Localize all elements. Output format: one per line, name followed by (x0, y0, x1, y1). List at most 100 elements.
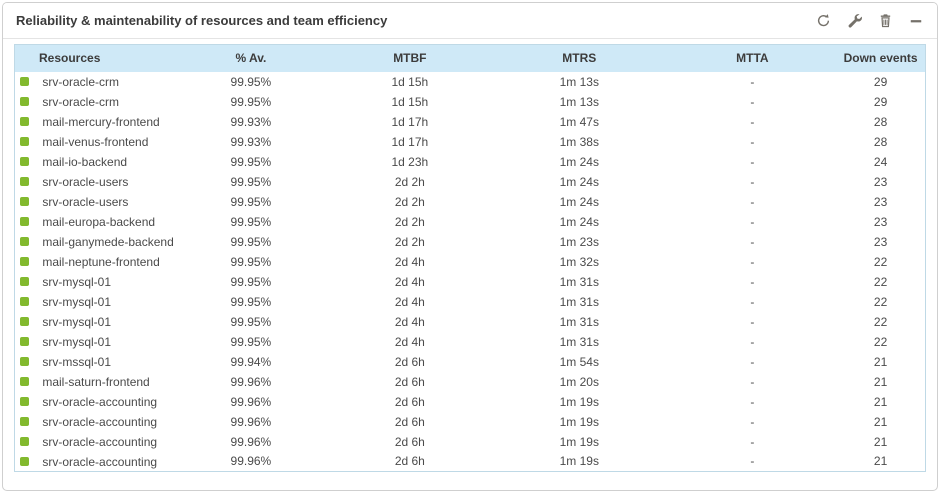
resource-name: mail-europa-backend (42, 214, 156, 229)
column-header-mtbf: MTBF (329, 44, 491, 72)
resource-name: srv-mssql-01 (42, 354, 112, 369)
resource-cell: srv-mysql-01 (15, 272, 173, 292)
table-header: Resources % Av. MTBF MTRS MTTA Down even… (14, 44, 926, 72)
resource-cell: srv-oracle-users (15, 192, 173, 212)
status-ok-icon (20, 236, 29, 246)
table-row: mail-europa-backend 99.95% 2d 2h 1m 24s … (15, 212, 926, 232)
availability-cell: 99.96% (230, 454, 272, 469)
resource-name: srv-oracle-users (42, 194, 129, 209)
mtrs-cell: 1m 31s (559, 314, 599, 329)
mtta-cell: - (750, 214, 755, 229)
table-row: mail-neptune-frontend 99.95% 2d 4h 1m 32… (15, 252, 926, 272)
mtrs-cell: 1m 19s (559, 394, 599, 409)
resource-cell: mail-europa-backend (15, 212, 173, 232)
down-events-cell: 21 (873, 454, 888, 469)
mtbf-cell: 2d 4h (394, 254, 425, 269)
mtbf-cell: 2d 6h (394, 414, 425, 429)
table-row: srv-oracle-accounting 99.96% 2d 6h 1m 19… (15, 452, 926, 472)
down-events-cell: 22 (873, 314, 888, 329)
resource-name: srv-oracle-accounting (42, 414, 158, 429)
down-events-cell: 21 (873, 394, 888, 409)
table-row: srv-oracle-crm 99.95% 1d 15h 1m 13s - 29 (15, 72, 926, 92)
resource-cell: srv-oracle-users (15, 172, 173, 192)
mtbf-cell: 2d 6h (394, 374, 425, 389)
mtta-cell: - (750, 174, 755, 189)
table-row: srv-mysql-01 99.95% 2d 4h 1m 31s - 22 (15, 272, 926, 292)
resource-cell: srv-oracle-accounting (15, 452, 173, 472)
refresh-icon[interactable] (815, 13, 831, 29)
widget-body: Resources % Av. MTBF MTRS MTTA Down even… (3, 39, 937, 472)
mtta-cell: - (750, 274, 755, 289)
mtta-cell: - (750, 114, 755, 129)
resource-name: srv-oracle-accounting (42, 434, 158, 449)
availability-cell: 99.96% (230, 414, 272, 429)
trash-icon[interactable] (877, 13, 893, 29)
down-events-cell: 23 (873, 174, 888, 189)
mtrs-cell: 1m 32s (559, 254, 599, 269)
down-events-cell: 23 (873, 234, 888, 249)
column-header-resources: Resources (14, 44, 173, 72)
mtbf-cell: 1d 17h (391, 114, 429, 129)
mtrs-cell: 1m 31s (559, 294, 599, 309)
mtta-cell: - (750, 94, 755, 109)
resource-name: mail-mercury-frontend (42, 114, 160, 129)
mtrs-cell: 1m 19s (559, 414, 599, 429)
mtbf-cell: 1d 15h (391, 94, 429, 109)
resource-name: srv-mysql-01 (42, 294, 112, 309)
widget-header: Reliability & maintenability of resource… (3, 3, 937, 39)
mtrs-cell: 1m 19s (559, 434, 599, 449)
mtbf-cell: 2d 2h (394, 174, 425, 189)
status-ok-icon (20, 96, 29, 106)
down-events-cell: 22 (873, 334, 888, 349)
resource-name: mail-neptune-frontend (42, 254, 160, 269)
status-ok-icon (20, 176, 29, 186)
table-row: srv-mysql-01 99.95% 2d 4h 1m 31s - 22 (15, 292, 926, 312)
wrench-icon[interactable] (846, 13, 862, 29)
availability-cell: 99.95% (230, 254, 272, 269)
resource-name: mail-ganymede-backend (42, 234, 174, 249)
mtta-cell: - (750, 294, 755, 309)
mtrs-cell: 1m 19s (559, 454, 599, 469)
mtbf-cell: 2d 6h (394, 394, 425, 409)
mtta-cell: - (750, 314, 755, 329)
mtbf-cell: 2d 4h (394, 274, 425, 289)
status-ok-icon (20, 376, 29, 386)
availability-cell: 99.96% (230, 374, 272, 389)
mtta-cell: - (750, 154, 755, 169)
minimize-icon[interactable] (908, 13, 924, 29)
availability-cell: 99.96% (230, 394, 272, 409)
resource-cell: srv-oracle-accounting (15, 412, 173, 432)
down-events-cell: 29 (873, 74, 888, 89)
resource-cell: srv-mysql-01 (15, 292, 173, 312)
mtbf-cell: 2d 4h (394, 294, 425, 309)
resource-cell: srv-mssql-01 (15, 352, 173, 372)
mtrs-cell: 1m 24s (559, 194, 599, 209)
mtrs-cell: 1m 54s (559, 354, 599, 369)
status-ok-icon (20, 416, 29, 426)
resource-cell: mail-saturn-frontend (15, 372, 173, 392)
status-ok-icon (20, 76, 29, 86)
mtbf-cell: 2d 2h (394, 214, 425, 229)
mtta-cell: - (750, 134, 755, 149)
down-events-cell: 22 (873, 274, 888, 289)
table-row: srv-mssql-01 99.94% 2d 6h 1m 54s - 21 (15, 352, 926, 372)
column-header-mtrs: MTRS (490, 44, 669, 72)
mtrs-cell: 1m 23s (559, 234, 599, 249)
availability-cell: 99.95% (230, 174, 272, 189)
resource-name: srv-mysql-01 (42, 334, 112, 349)
table-row: mail-ganymede-backend 99.95% 2d 2h 1m 23… (15, 232, 926, 252)
down-events-cell: 22 (873, 294, 888, 309)
resource-name: srv-mysql-01 (42, 274, 112, 289)
availability-cell: 99.95% (230, 234, 272, 249)
table-row: srv-oracle-users 99.95% 2d 2h 1m 24s - 2… (15, 172, 926, 192)
mtrs-cell: 1m 24s (559, 214, 599, 229)
status-ok-icon (20, 256, 29, 266)
status-ok-icon (20, 336, 29, 346)
availability-cell: 99.95% (230, 154, 272, 169)
resource-cell: srv-mysql-01 (15, 332, 173, 352)
status-ok-icon (20, 156, 29, 166)
column-header-availability: % Av. (172, 44, 330, 72)
mtrs-cell: 1m 13s (559, 74, 599, 89)
table-row: srv-oracle-accounting 99.96% 2d 6h 1m 19… (15, 432, 926, 452)
